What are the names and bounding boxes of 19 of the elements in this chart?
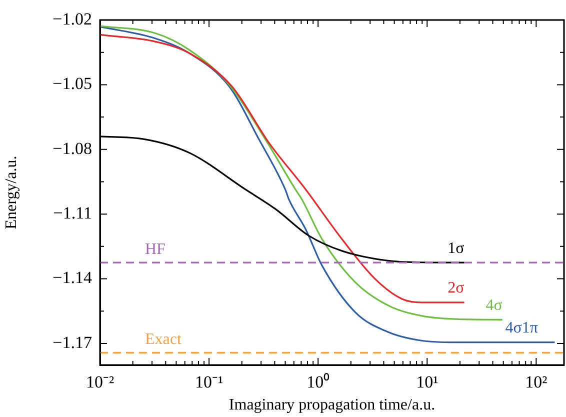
y-tick-label: −1.11	[53, 204, 92, 223]
x-tick-label: 10⁻²	[86, 372, 114, 392]
series-label: 4σ1π	[505, 320, 538, 337]
y-axis-title: Energy/a.u.	[2, 156, 20, 230]
ref-line-label: Exact	[145, 330, 182, 348]
x-tick-label: 10²	[525, 372, 548, 392]
x-axis-title: Imaginary propagation time/a.u.	[228, 396, 436, 414]
series-label: 2σ	[448, 280, 465, 297]
y-tick-label: −1.14	[52, 268, 92, 288]
x-tick-label: 10¹	[416, 372, 438, 392]
y-tick-label: −1.02	[52, 9, 92, 28]
y-tick-label: −1.17	[52, 332, 92, 352]
ref-line-label: HF	[145, 240, 166, 258]
x-tick-label: 10⁰	[306, 372, 330, 392]
y-tick-label: −1.08	[52, 138, 92, 158]
y-tick-label: −1.05	[52, 74, 92, 94]
series-label: 1σ	[448, 240, 465, 257]
x-tick-label: 10⁻¹	[194, 372, 224, 392]
series-label: 4σ	[486, 296, 503, 314]
